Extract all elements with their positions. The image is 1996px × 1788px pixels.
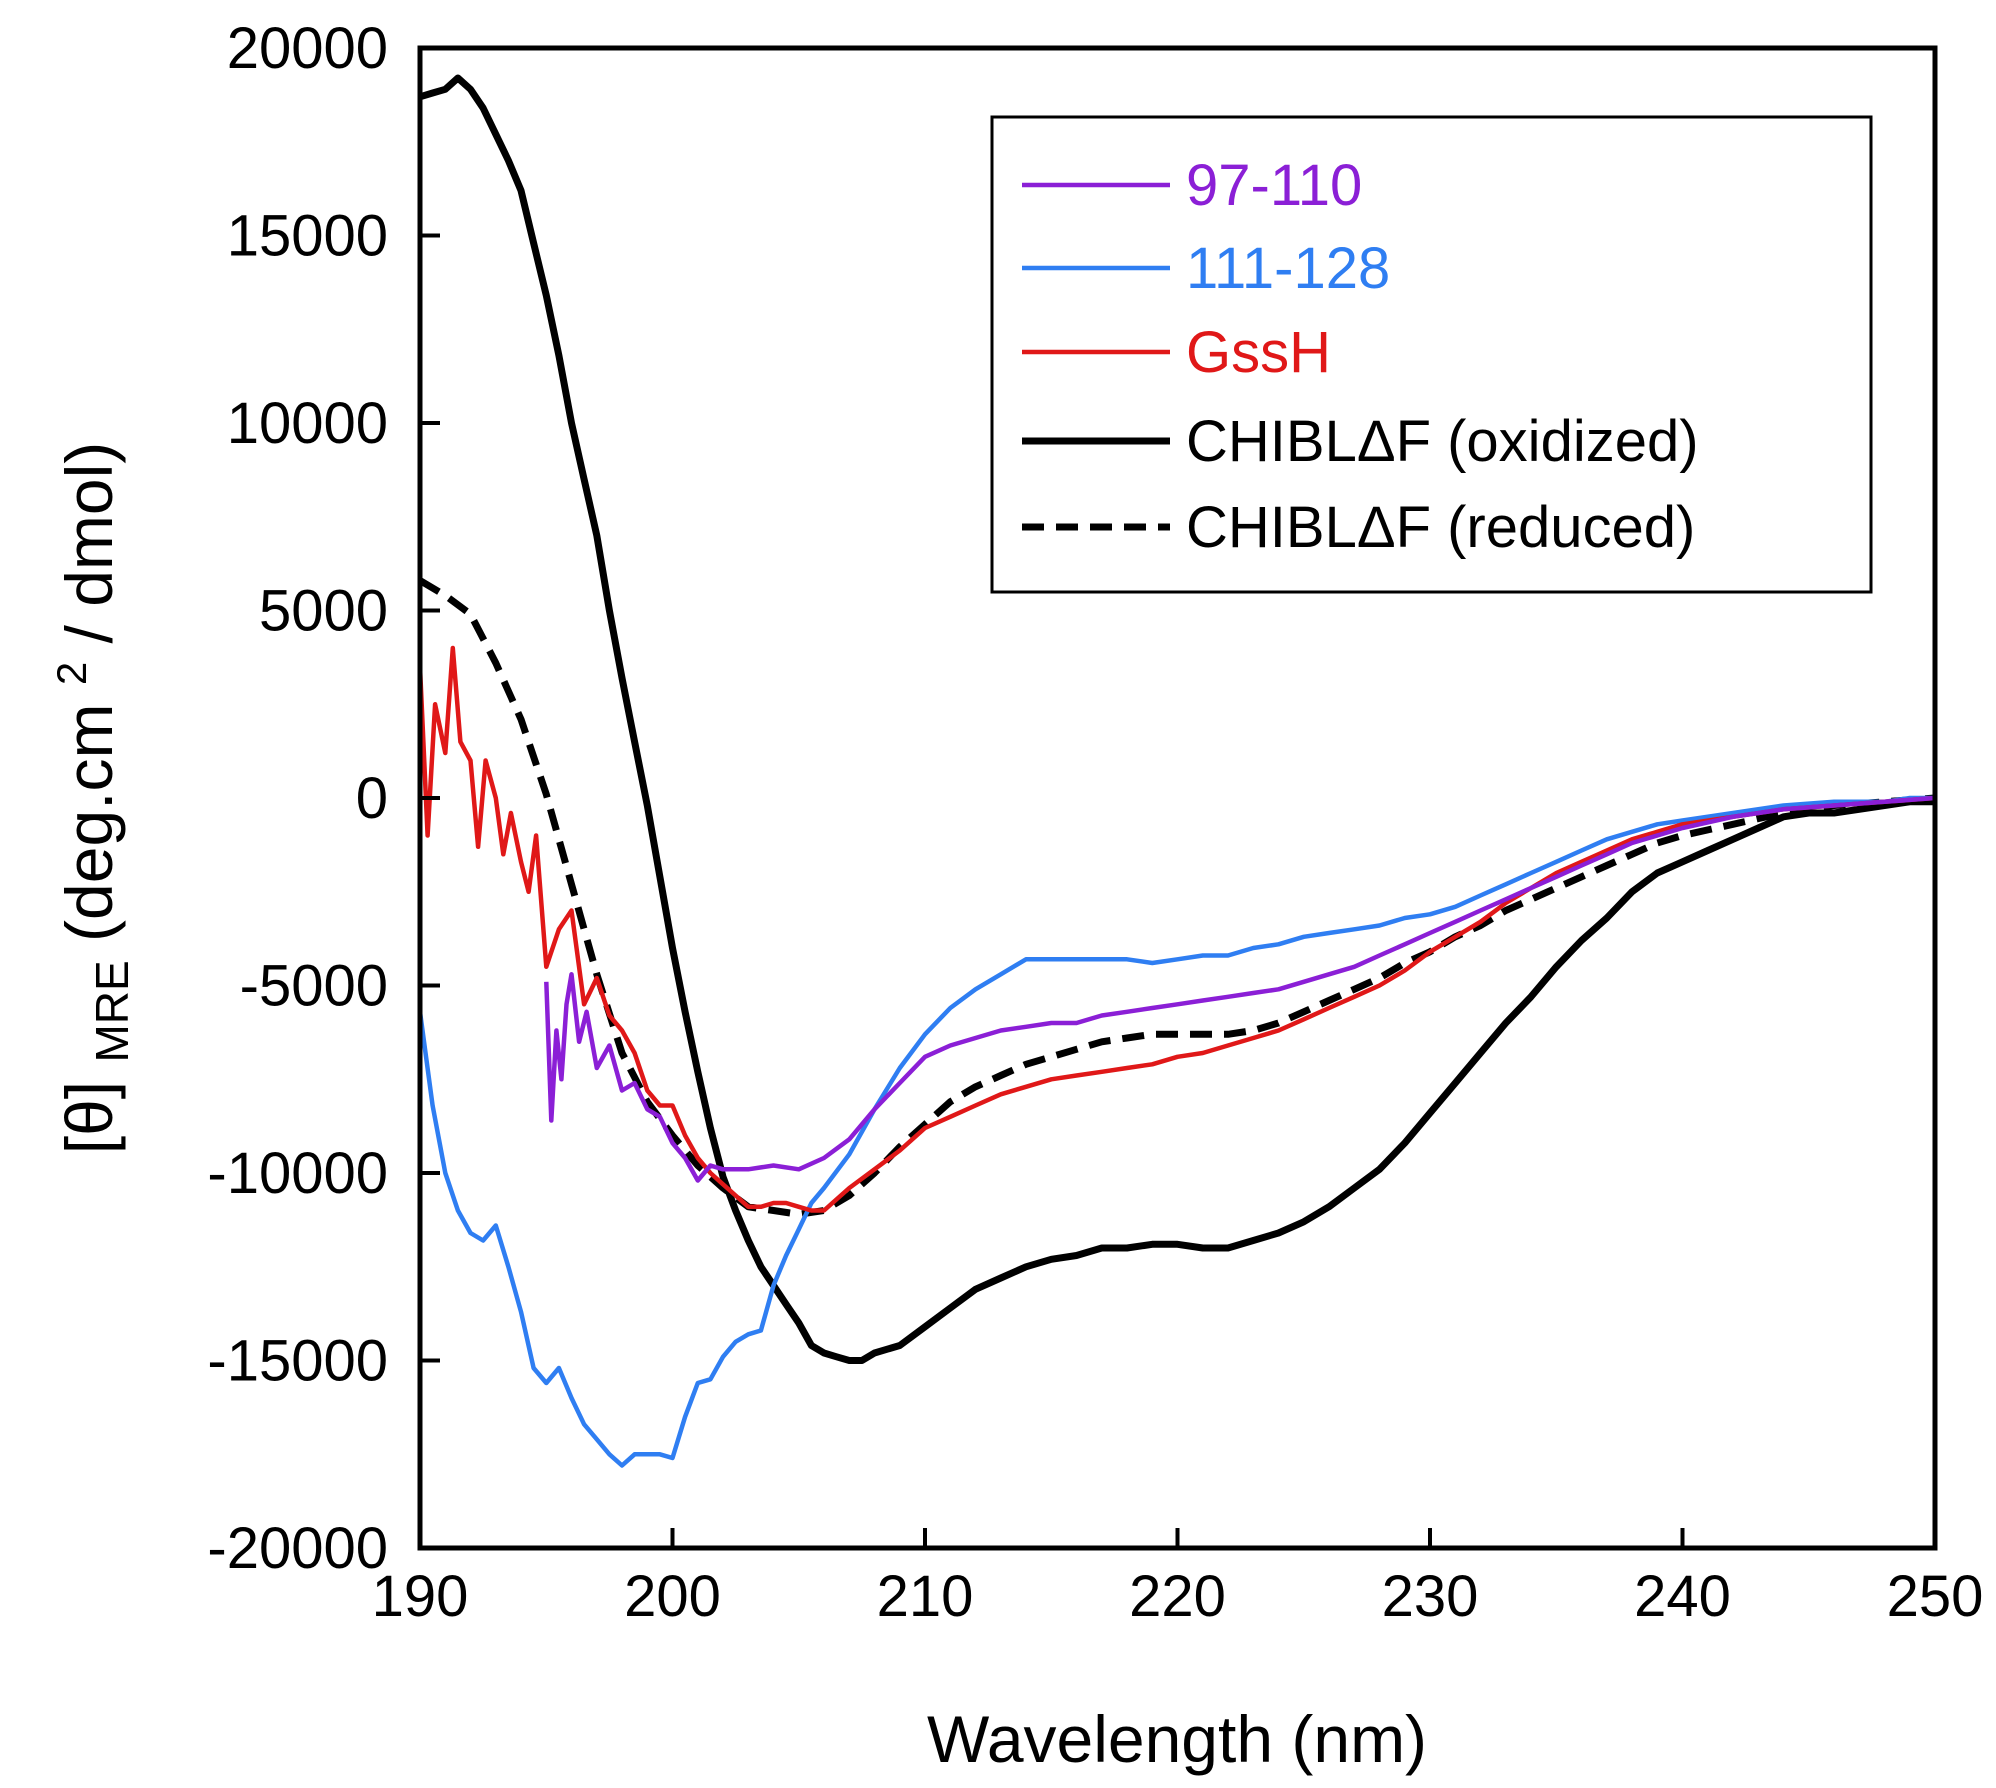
y-tick-label--15000: -15000 (207, 1329, 388, 1394)
legend-box (990, 115, 1873, 594)
y-axis-title: [θ] MRE (deg.cm 2 / dmol) (26, 442, 142, 1155)
x-tick-label-250: 250 (1887, 1564, 1984, 1629)
legend-label-chibl-f-reduced: CHIBLΔF (reduced) (1186, 495, 1695, 560)
series-line-97-110 (544, 795, 1936, 1183)
y-tick-labels: -20000 -15000 -10000 -5000 0 5000 10000 15000 20… (207, 16, 388, 1581)
y-tick-label-10000: 10000 (227, 391, 388, 456)
y-axis-title-subscript: MRE (86, 960, 138, 1062)
x-tick-label-210: 210 (877, 1564, 974, 1629)
y-tick-label-20000: 20000 (227, 16, 388, 81)
y-tick-label--20000: -20000 (207, 1516, 388, 1581)
series-line-chibl-f-reduced (418, 577, 1936, 1218)
series-layer (417, 74, 1936, 1468)
x-tick-label-200: 200 (624, 1564, 721, 1629)
y-tick-label-0: 0 (356, 766, 388, 831)
y-tick-label--5000: -5000 (240, 954, 388, 1019)
x-tick-label-220: 220 (1129, 1564, 1226, 1629)
x-tick-label-240: 240 (1634, 1564, 1731, 1629)
legend-entries: 97-110 111-128 GssH CHIBLΔF (oxidized) CHIBL… (1022, 153, 1699, 560)
legend-label-111-128: 111-128 (1186, 236, 1390, 301)
legend-label-chibl-f-oxidized: CHIBLΔF (oxidized) (1186, 409, 1699, 474)
y-tick-marks (420, 46, 440, 1550)
series-line-chibl-f-oxidized (418, 74, 1935, 1364)
y-axis-title-suffix: / dmol) (52, 442, 126, 644)
x-tick-label-190: 190 (372, 1564, 469, 1629)
x-tick-labels: 190 200 210 220 230 240 250 (372, 1564, 1984, 1629)
legend-label-97-110: 97-110 (1186, 153, 1362, 218)
x-tick-marks (418, 1528, 1937, 1548)
series-line-111-128 (417, 795, 1935, 1468)
x-tick-label-230: 230 (1382, 1564, 1479, 1629)
y-tick-label--10000: -10000 (207, 1141, 388, 1206)
y-axis-title-superscript: 2 (48, 662, 95, 685)
y-axis-title-units: (deg.cm (52, 704, 126, 942)
y-tick-label-15000: 15000 (227, 204, 388, 269)
x-axis-title: Wavelength (nm) (927, 1702, 1427, 1776)
y-tick-label-5000: 5000 (259, 579, 388, 644)
legend: 97-110 111-128 GssH CHIBLΔF (oxidized) CHIBL… (990, 115, 1873, 594)
legend-label-gssh: GssH (1186, 320, 1331, 385)
y-axis-title-theta: [θ] (52, 1081, 126, 1154)
series-line-gssh (417, 645, 1936, 1213)
